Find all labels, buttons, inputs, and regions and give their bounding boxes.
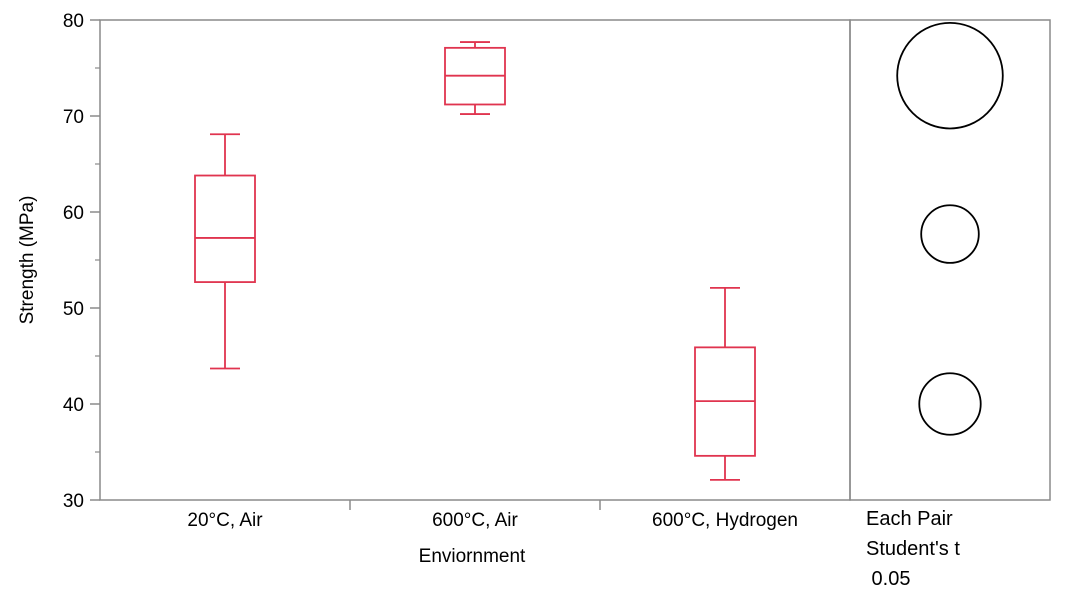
comparison-label-line-2: Student's t bbox=[866, 538, 960, 560]
comparison-circle bbox=[920, 204, 980, 264]
y-tick-label: 40 bbox=[63, 395, 84, 416]
x-tick-label: 20°C, Air bbox=[187, 510, 263, 531]
box-iqr bbox=[194, 174, 256, 283]
y-axis-title: Strength (MPa) bbox=[17, 196, 38, 325]
comparison-label: Each Pair Student's t 0.05 bbox=[866, 508, 960, 590]
box-plot-item bbox=[194, 133, 256, 370]
x-axis-title: Enviornment bbox=[419, 546, 526, 567]
comparison-circles bbox=[896, 21, 1004, 436]
comparison-label-line-3: 0.05 bbox=[866, 568, 910, 590]
box-plot-item bbox=[694, 286, 756, 481]
y-tick-label: 70 bbox=[63, 107, 84, 128]
x-axis-ticks: 20°C, Air 600°C, Air 600°C, Hydrogen bbox=[187, 500, 798, 531]
x-tick-label: 600°C, Air bbox=[432, 510, 518, 531]
x-tick-label: 600°C, Hydrogen bbox=[652, 510, 798, 531]
y-tick-label: 60 bbox=[63, 203, 84, 224]
comparison-circle bbox=[896, 21, 1004, 130]
box-plot-item bbox=[444, 41, 506, 115]
y-axis-ticks: 30 40 50 60 70 80 bbox=[63, 11, 100, 512]
comparison-label-line-1: Each Pair bbox=[866, 508, 953, 530]
y-tick-label: 50 bbox=[63, 299, 84, 320]
plot-frame bbox=[99, 19, 851, 501]
comparison-circles-frame bbox=[849, 19, 1051, 501]
y-tick-label: 80 bbox=[63, 11, 84, 32]
comparison-circle bbox=[918, 372, 982, 436]
y-tick-label: 30 bbox=[63, 491, 84, 512]
box-series bbox=[194, 41, 756, 481]
